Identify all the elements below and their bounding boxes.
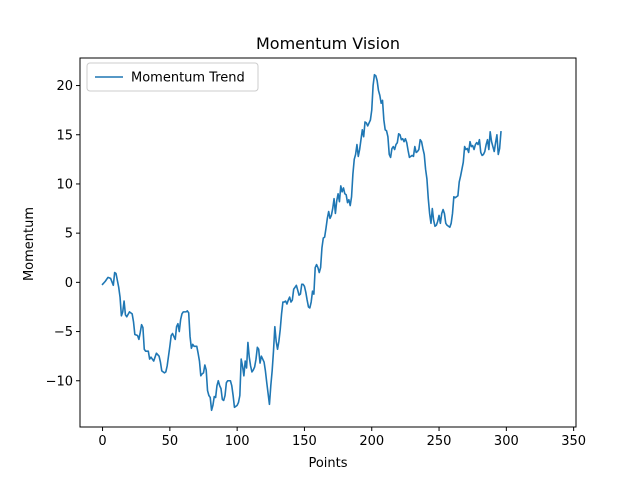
legend-label-momentum-trend: Momentum Trend xyxy=(131,71,245,86)
x-tick-label: 300 xyxy=(494,434,519,449)
x-tick-label: 350 xyxy=(561,434,586,449)
x-tick-label: 0 xyxy=(98,434,106,449)
y-axis-label: Momentum xyxy=(22,207,37,281)
legend-box xyxy=(86,62,259,92)
y-tick-label: 0 xyxy=(65,276,73,291)
y-axis-ticks: −10 −5 0 5 10 15 20 xyxy=(46,79,80,389)
y-tick-label: 15 xyxy=(56,128,73,143)
y-tick-label: 5 xyxy=(65,227,73,242)
y-tick-label: −10 xyxy=(46,374,73,389)
x-axis-ticks: 0 50 100 150 200 250 300 350 xyxy=(98,427,586,449)
x-tick-label: 100 xyxy=(225,434,250,449)
x-axis-label: Points xyxy=(308,456,347,471)
legend: Momentum Trend xyxy=(86,62,259,92)
x-tick-label: 150 xyxy=(292,434,317,449)
y-tick-label: 10 xyxy=(56,177,73,192)
y-tick-label: −5 xyxy=(54,325,73,340)
series-line-momentum-trend xyxy=(101,73,502,412)
x-tick-label: 200 xyxy=(359,434,384,449)
x-tick-label: 250 xyxy=(427,434,452,449)
x-tick-label: 50 xyxy=(162,434,179,449)
plot-frame xyxy=(79,57,577,428)
plot-area xyxy=(80,58,576,427)
y-tick-label: 20 xyxy=(56,79,73,94)
chart-title: Momentum Vision xyxy=(256,34,400,53)
